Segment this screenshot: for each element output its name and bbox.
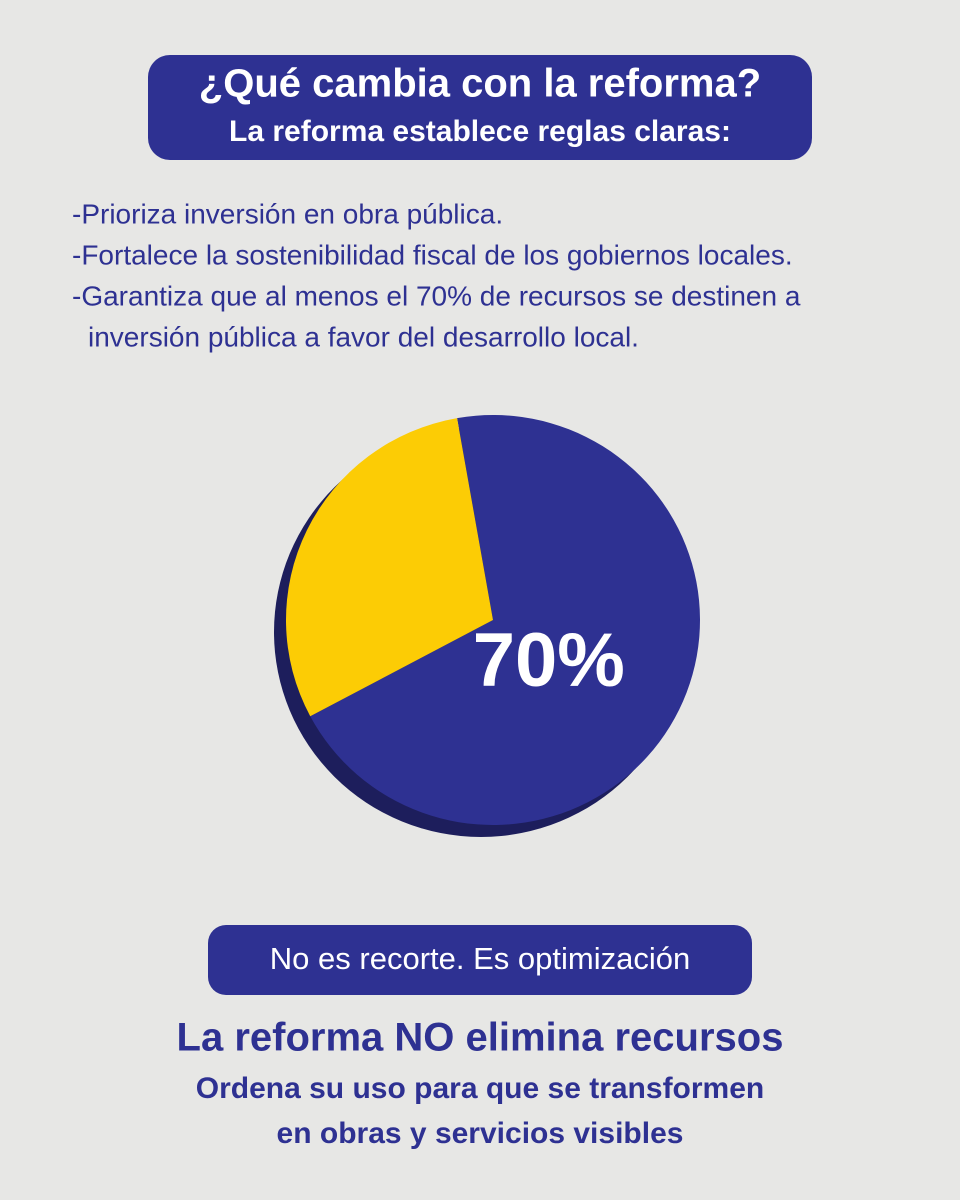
bullet: -Prioriza inversión en obra pública. — [72, 198, 503, 229]
pie-slice — [310, 415, 700, 825]
pie-slice — [285, 418, 493, 717]
bullet: -Fortalece la sostenibilidad fiscal de l… — [72, 239, 793, 270]
slice-label: 70% — [473, 618, 625, 703]
footer-lines: Ordena su uso para que se transformen en … — [196, 1072, 765, 1150]
bullet-list: -Prioriza inversión en obra pública. -For… — [72, 198, 801, 352]
subtitle: La reforma establece reglas claras: — [229, 115, 731, 148]
header-pill — [148, 55, 812, 160]
headline: La reforma NO elimina recursos — [177, 1016, 784, 1060]
title: ¿Qué cambia con la reforma? — [199, 62, 761, 106]
badge-pill — [208, 925, 752, 995]
footer-line: en obras y servicios visibles — [277, 1117, 684, 1150]
pie-chart: 70% — [274, 415, 700, 837]
bullet: inversión pública a favor del desarrollo… — [88, 321, 639, 352]
footer-line: Ordena su uso para que se transformen — [196, 1072, 765, 1105]
badge: No es recorte. Es optimización — [270, 941, 690, 976]
bullet: -Garantiza que al menos el 70% de recurs… — [72, 280, 801, 311]
